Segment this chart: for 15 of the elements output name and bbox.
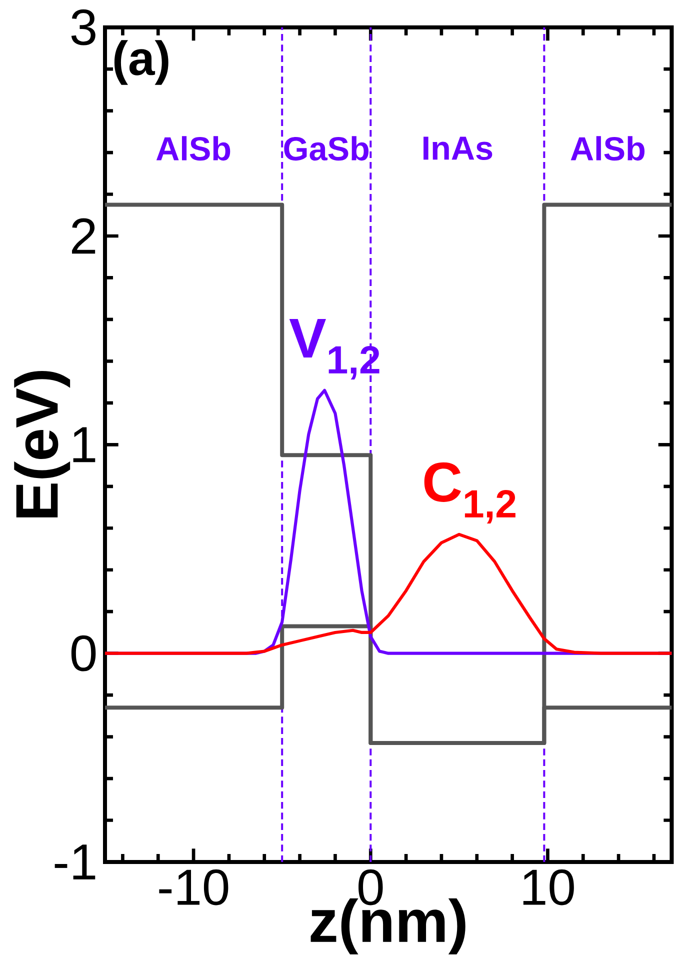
y-tick-label: 1 <box>73 427 96 462</box>
y-tick-label: 0 <box>71 635 96 672</box>
series-label: V$_{1,2}$ <box>289 318 380 380</box>
annotation: InAs <box>424 136 492 160</box>
annotation: GaSb <box>284 136 369 161</box>
series-label: C$_{1,2}$ <box>424 462 516 524</box>
annotation: AlSb <box>570 136 645 161</box>
x-tick-label: 10 <box>523 869 574 906</box>
annotation: (a) <box>114 40 168 85</box>
annotation: AlSb <box>156 136 230 161</box>
y-axis-title: E(eV) <box>14 370 70 518</box>
x-tick-label: -10 <box>159 869 228 906</box>
y-tick-label: 3 <box>71 9 96 46</box>
y-tick-label: -1 <box>54 844 96 880</box>
y-tick-label: 2 <box>72 218 96 254</box>
